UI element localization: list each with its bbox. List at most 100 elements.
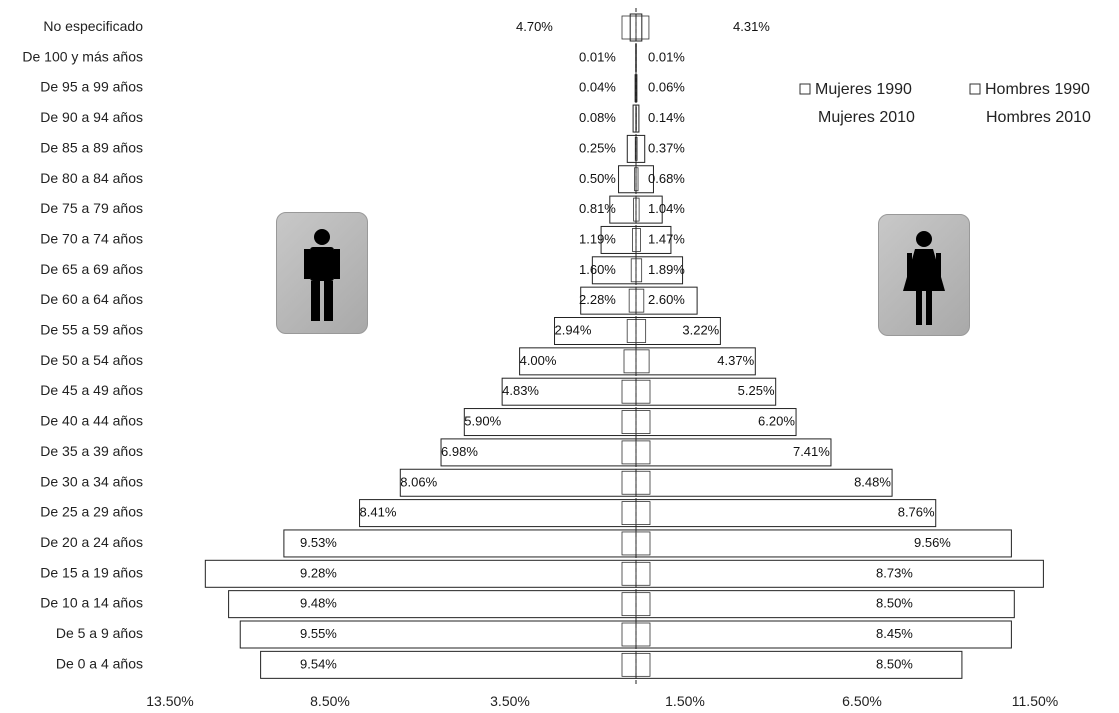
value-label-mujeres-2010-de-0-a-4-anos: 8.50%: [876, 656, 913, 671]
value-label-hombres-2010-de-40-a-44-anos: 5.90%: [464, 414, 501, 429]
legend-swatch-mujeres-1990: [799, 83, 811, 95]
value-label-hombres-2010-de-55-a-59-anos: 2.94%: [555, 323, 592, 338]
value-label-mujeres-2010-de-50-a-54-anos: 4.37%: [717, 353, 754, 368]
legend-mujeres-1990: Mujeres 1990: [815, 81, 912, 98]
value-label-hombres-2010-de-95-a-99-anos: 0.04%: [579, 80, 616, 95]
age-label-no-especificado: No especificado: [43, 18, 143, 34]
value-label-mujeres-2010-de-55-a-59-anos: 3.22%: [682, 323, 719, 338]
value-label-hombres-2010-de-45-a-49-anos: 4.83%: [502, 383, 539, 398]
bar-mujeres-1990-de-20-a-24-anos: [635, 529, 1012, 558]
value-label-mujeres-2010-de-10-a-14-anos: 8.50%: [876, 596, 913, 611]
bar-mujeres-1990-de-0-a-4-anos: [635, 650, 963, 679]
age-label-de-75-a-79-anos: De 75 a 79 años: [40, 200, 143, 216]
age-label-de-20-a-24-anos: De 20 a 24 años: [40, 534, 143, 550]
age-label-de-100-y-mas-anos: De 100 y más años: [22, 48, 143, 64]
legend-hombres-2010: Hombres 2010: [986, 109, 1091, 126]
bar-hombres-1990-de-45-a-49-anos: [501, 377, 637, 406]
value-label-hombres-2010-de-100-y-mas-anos: 0.01%: [579, 49, 616, 64]
value-label-hombres-2010-de-60-a-64-anos: 2.28%: [579, 292, 616, 307]
value-label-hombres-2010-de-15-a-19-anos: 9.28%: [300, 565, 337, 580]
bar-hombres-1990-de-15-a-19-anos: [204, 559, 637, 588]
bar-hombres-1990-de-80-a-84-anos: [618, 165, 637, 194]
bar-hombres-1990-de-65-a-69-anos: [591, 256, 637, 285]
bar-mujeres-1990-de-50-a-54-anos: [635, 347, 756, 376]
bar-hombres-1990-de-20-a-24-anos: [283, 529, 637, 558]
value-label-hombres-2010-de-50-a-54-anos: 4.00%: [520, 353, 557, 368]
bars-1990: [204, 13, 1044, 679]
x-tick-0: 13.50%: [146, 693, 193, 709]
value-label-mujeres-2010-de-60-a-64-anos: 2.60%: [648, 292, 685, 307]
age-label-de-40-a-44-anos: De 40 a 44 años: [40, 413, 143, 429]
value-label-mujeres-2010-de-20-a-24-anos: 9.56%: [914, 535, 951, 550]
age-label-de-50-a-54-anos: De 50 a 54 años: [40, 352, 143, 368]
legend-mujeres-2010: Mujeres 2010: [818, 109, 915, 126]
bar-mujeres-1990-de-45-a-49-anos: [635, 377, 777, 406]
bar-hombres-1990-de-10-a-14-anos: [228, 590, 637, 619]
value-label-hombres-2010-de-70-a-74-anos: 1.19%: [579, 231, 616, 246]
x-tick-4: 6.50%: [842, 693, 882, 709]
value-label-mujeres-2010-de-80-a-84-anos: 0.68%: [648, 171, 685, 186]
value-label-mujeres-2010-de-95-a-99-anos: 0.06%: [648, 80, 685, 95]
age-label-de-55-a-59-anos: De 55 a 59 años: [40, 322, 143, 338]
legend-swatch-hombres-1990: [969, 83, 981, 95]
age-label-de-95-a-99-anos: De 95 a 99 años: [40, 79, 143, 95]
bar-hombres-1990-de-5-a-9-anos: [239, 620, 637, 649]
legend: Mujeres 1990 Hombres 1990 Mujeres 2010 H…: [799, 81, 1091, 126]
bar-hombres-1990-no-especificado: [629, 13, 637, 42]
value-label-hombres-2010-de-80-a-84-anos: 0.50%: [579, 171, 616, 186]
bar-mujeres-1990-de-15-a-19-anos: [635, 559, 1044, 588]
age-label-de-10-a-14-anos: De 10 a 14 años: [40, 595, 143, 611]
value-labels: 4.70% 4.31% 0.01% 0.01% 0.04% 0.06% 0.08% 0.14%…: [300, 19, 951, 671]
bar-mujeres-2010-de-60-a-64-anos: [635, 288, 645, 313]
age-label-de-35-a-39-anos: De 35 a 39 años: [40, 443, 143, 459]
age-label-de-65-a-69-anos: De 65 a 69 años: [40, 261, 143, 277]
value-label-hombres-2010-de-75-a-79-anos: 0.81%: [579, 201, 616, 216]
bar-mujeres-2010-de-45-a-49-anos: [635, 379, 651, 404]
bar-mujeres-1990-no-especificado: [635, 13, 643, 42]
value-label-mujeres-2010-de-5-a-9-anos: 8.45%: [876, 626, 913, 641]
bar-hombres-1990-de-40-a-44-anos: [463, 408, 637, 437]
value-label-mujeres-2010-de-15-a-19-anos: 8.73%: [876, 565, 913, 580]
value-label-mujeres-2010-de-75-a-79-anos: 1.04%: [648, 201, 685, 216]
bar-mujeres-2010-no-especificado: [635, 15, 650, 40]
value-label-hombres-2010-de-65-a-69-anos: 1.60%: [579, 262, 616, 277]
x-tick-1: 8.50%: [310, 693, 350, 709]
female-figure-icon: [878, 214, 970, 336]
age-label-de-30-a-34-anos: De 30 a 34 años: [40, 473, 143, 489]
bar-hombres-1990-de-85-a-89-anos: [626, 134, 637, 163]
bar-mujeres-1990-de-40-a-44-anos: [635, 408, 797, 437]
bar-hombres-1990-de-55-a-59-anos: [554, 317, 637, 345]
bar-hombres-1990-de-50-a-54-anos: [519, 347, 637, 376]
value-label-hombres-2010-de-85-a-89-anos: 0.25%: [579, 140, 616, 155]
bar-hombres-1990-de-25-a-29-anos: [359, 499, 637, 528]
bar-hombres-1990-de-30-a-34-anos: [399, 468, 637, 497]
bar-mujeres-1990-de-65-a-69-anos: [635, 256, 684, 285]
value-label-mujeres-2010-de-100-y-mas-anos: 0.01%: [648, 49, 685, 64]
legend-hombres-1990: Hombres 1990: [985, 81, 1090, 98]
bar-hombres-1990-de-0-a-4-anos: [260, 650, 637, 679]
value-label-mujeres-2010-de-40-a-44-anos: 6.20%: [758, 414, 795, 429]
age-label-de-15-a-19-anos: De 15 a 19 años: [40, 564, 143, 580]
male-figure-icon: [276, 212, 368, 334]
x-tick-2: 3.50%: [490, 693, 530, 709]
value-label-mujeres-2010-de-45-a-49-anos: 5.25%: [738, 383, 775, 398]
age-label-de-5-a-9-anos: De 5 a 9 años: [56, 625, 143, 641]
age-label-de-25-a-29-anos: De 25 a 29 años: [40, 504, 143, 520]
value-label-mujeres-2010-de-70-a-74-anos: 1.47%: [648, 231, 685, 246]
value-label-hombres-2010-de-5-a-9-anos: 9.55%: [300, 626, 337, 641]
age-label-de-0-a-4-anos: De 0 a 4 años: [56, 655, 143, 671]
value-label-mujeres-2010-de-30-a-34-anos: 8.48%: [854, 474, 891, 489]
value-label-mujeres-2010-de-85-a-89-anos: 0.37%: [648, 140, 685, 155]
bar-mujeres-1990-de-25-a-29-anos: [635, 499, 937, 528]
age-label-de-85-a-89-anos: De 85 a 89 años: [40, 139, 143, 155]
age-label-de-70-a-74-anos: De 70 a 74 años: [40, 230, 143, 246]
x-tick-5: 11.50%: [1012, 693, 1058, 709]
value-label-mujeres-2010-de-65-a-69-anos: 1.89%: [648, 262, 685, 277]
value-label-hombres-2010-de-30-a-34-anos: 8.06%: [400, 474, 437, 489]
value-label-hombres-2010-de-25-a-29-anos: 8.41%: [360, 505, 397, 520]
age-label-de-45-a-49-anos: De 45 a 49 años: [40, 382, 143, 398]
bar-mujeres-2010-de-75-a-79-anos: [635, 197, 640, 222]
value-label-hombres-2010-de-90-a-94-anos: 0.08%: [579, 110, 616, 125]
age-labels: No especificado De 100 y más años De 95 a …: [22, 18, 143, 671]
value-label-hombres-2010-no-especificado: 4.70%: [516, 19, 553, 34]
